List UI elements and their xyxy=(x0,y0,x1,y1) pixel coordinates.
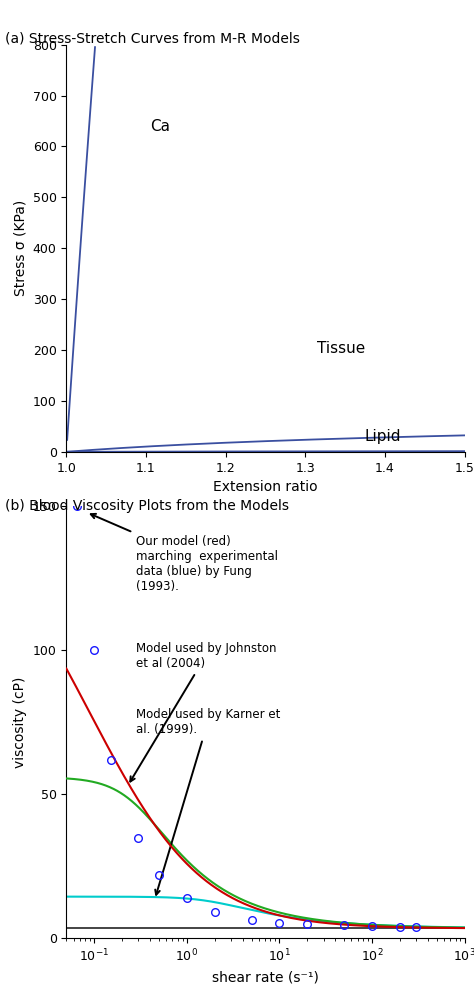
Text: Tissue: Tissue xyxy=(317,341,365,355)
Text: Our model (red)
marching  experimental
data (blue) by Fung
(1993).: Our model (red) marching experimental da… xyxy=(91,513,278,593)
Text: (b) Blood Viscosity Plots from the Models: (b) Blood Viscosity Plots from the Model… xyxy=(5,499,289,513)
Text: Ca: Ca xyxy=(150,119,170,134)
Text: Model used by Johnston
et al (2004): Model used by Johnston et al (2004) xyxy=(130,641,276,781)
X-axis label: Extension ratio: Extension ratio xyxy=(213,480,318,495)
Text: (a) Stress-Stretch Curves from M-R Models: (a) Stress-Stretch Curves from M-R Model… xyxy=(5,32,300,46)
Y-axis label: Stress σ (KPa): Stress σ (KPa) xyxy=(13,201,27,296)
X-axis label: shear rate (s⁻¹): shear rate (s⁻¹) xyxy=(212,970,319,984)
Text: Lipid: Lipid xyxy=(365,429,401,444)
Text: Model used by Karner et
al. (1999).: Model used by Karner et al. (1999). xyxy=(136,708,280,895)
Y-axis label: viscosity (cP): viscosity (cP) xyxy=(13,676,27,769)
